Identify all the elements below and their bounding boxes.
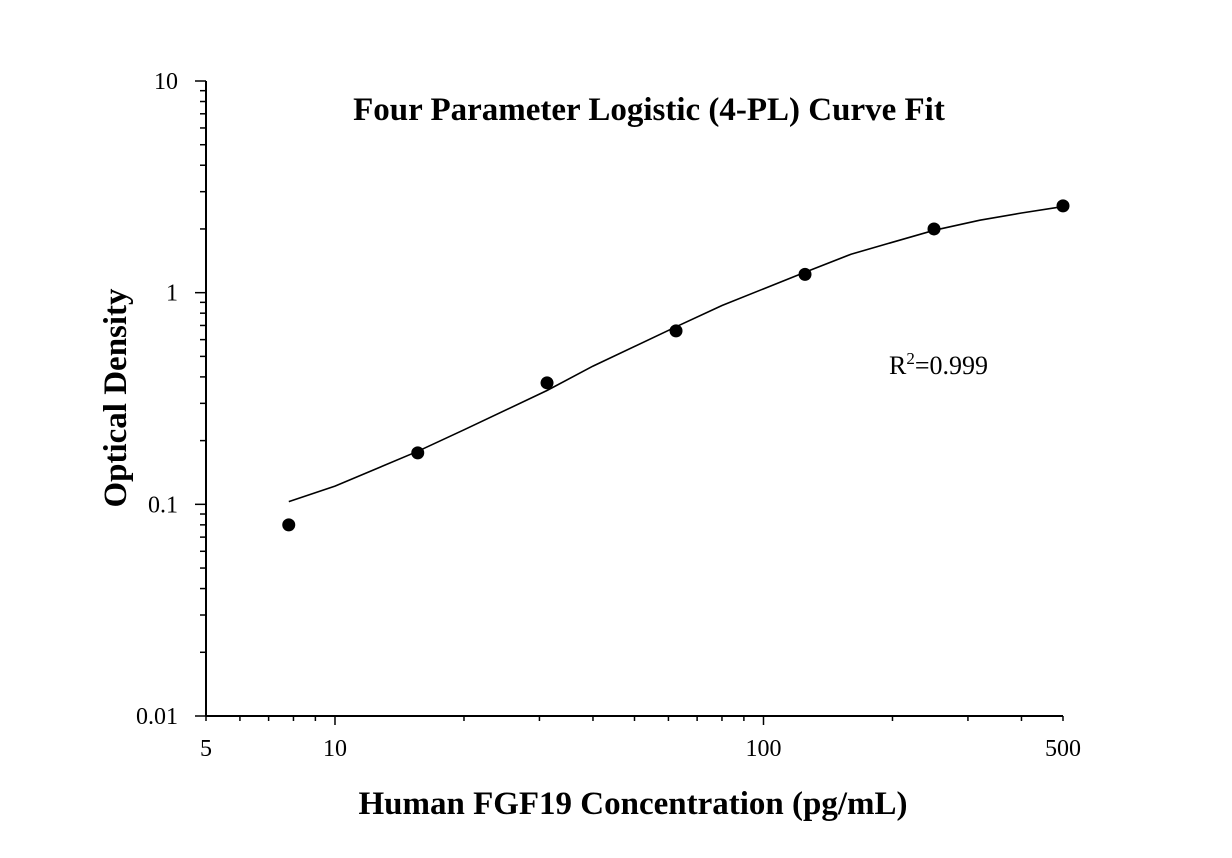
y-tick-label: 10	[154, 69, 178, 95]
data-points	[282, 199, 1070, 532]
x-axis-label: Human FGF19 Concentration (pg/mL)	[358, 786, 907, 822]
data-point	[282, 518, 296, 532]
r-squared-prefix: R	[889, 351, 907, 380]
x-tick-label: 500	[1045, 736, 1081, 762]
y-tick-label: 0.1	[148, 492, 178, 518]
fit-curve-layer	[288, 205, 1064, 503]
x-tick-label: 100	[745, 736, 781, 762]
x-tick-label: 10	[323, 736, 347, 762]
y-tick-label: 0.01	[136, 704, 178, 730]
data-point	[411, 446, 425, 460]
x-axis-ticks: 5 10 100 500	[200, 716, 1081, 762]
data-point	[927, 222, 941, 236]
axes	[205, 81, 1063, 717]
chart-title: Four Parameter Logistic (4-PL) Curve Fit	[353, 92, 945, 128]
data-point	[798, 267, 812, 281]
data-point	[1056, 199, 1070, 213]
y-axis-label: Optical Density	[98, 288, 134, 508]
data-point	[669, 324, 683, 338]
y-tick-label: 1	[166, 281, 178, 307]
y-axis-ticks: 0.01 0.1 1 10	[136, 69, 206, 730]
r-squared-annotation: R2=0.999	[889, 349, 988, 380]
x-tick-label: 5	[200, 736, 212, 762]
r-squared-superscript: 2	[906, 349, 915, 368]
fit-curve	[288, 205, 1064, 503]
data-point	[540, 376, 554, 390]
r-squared-value: =0.999	[915, 351, 988, 380]
